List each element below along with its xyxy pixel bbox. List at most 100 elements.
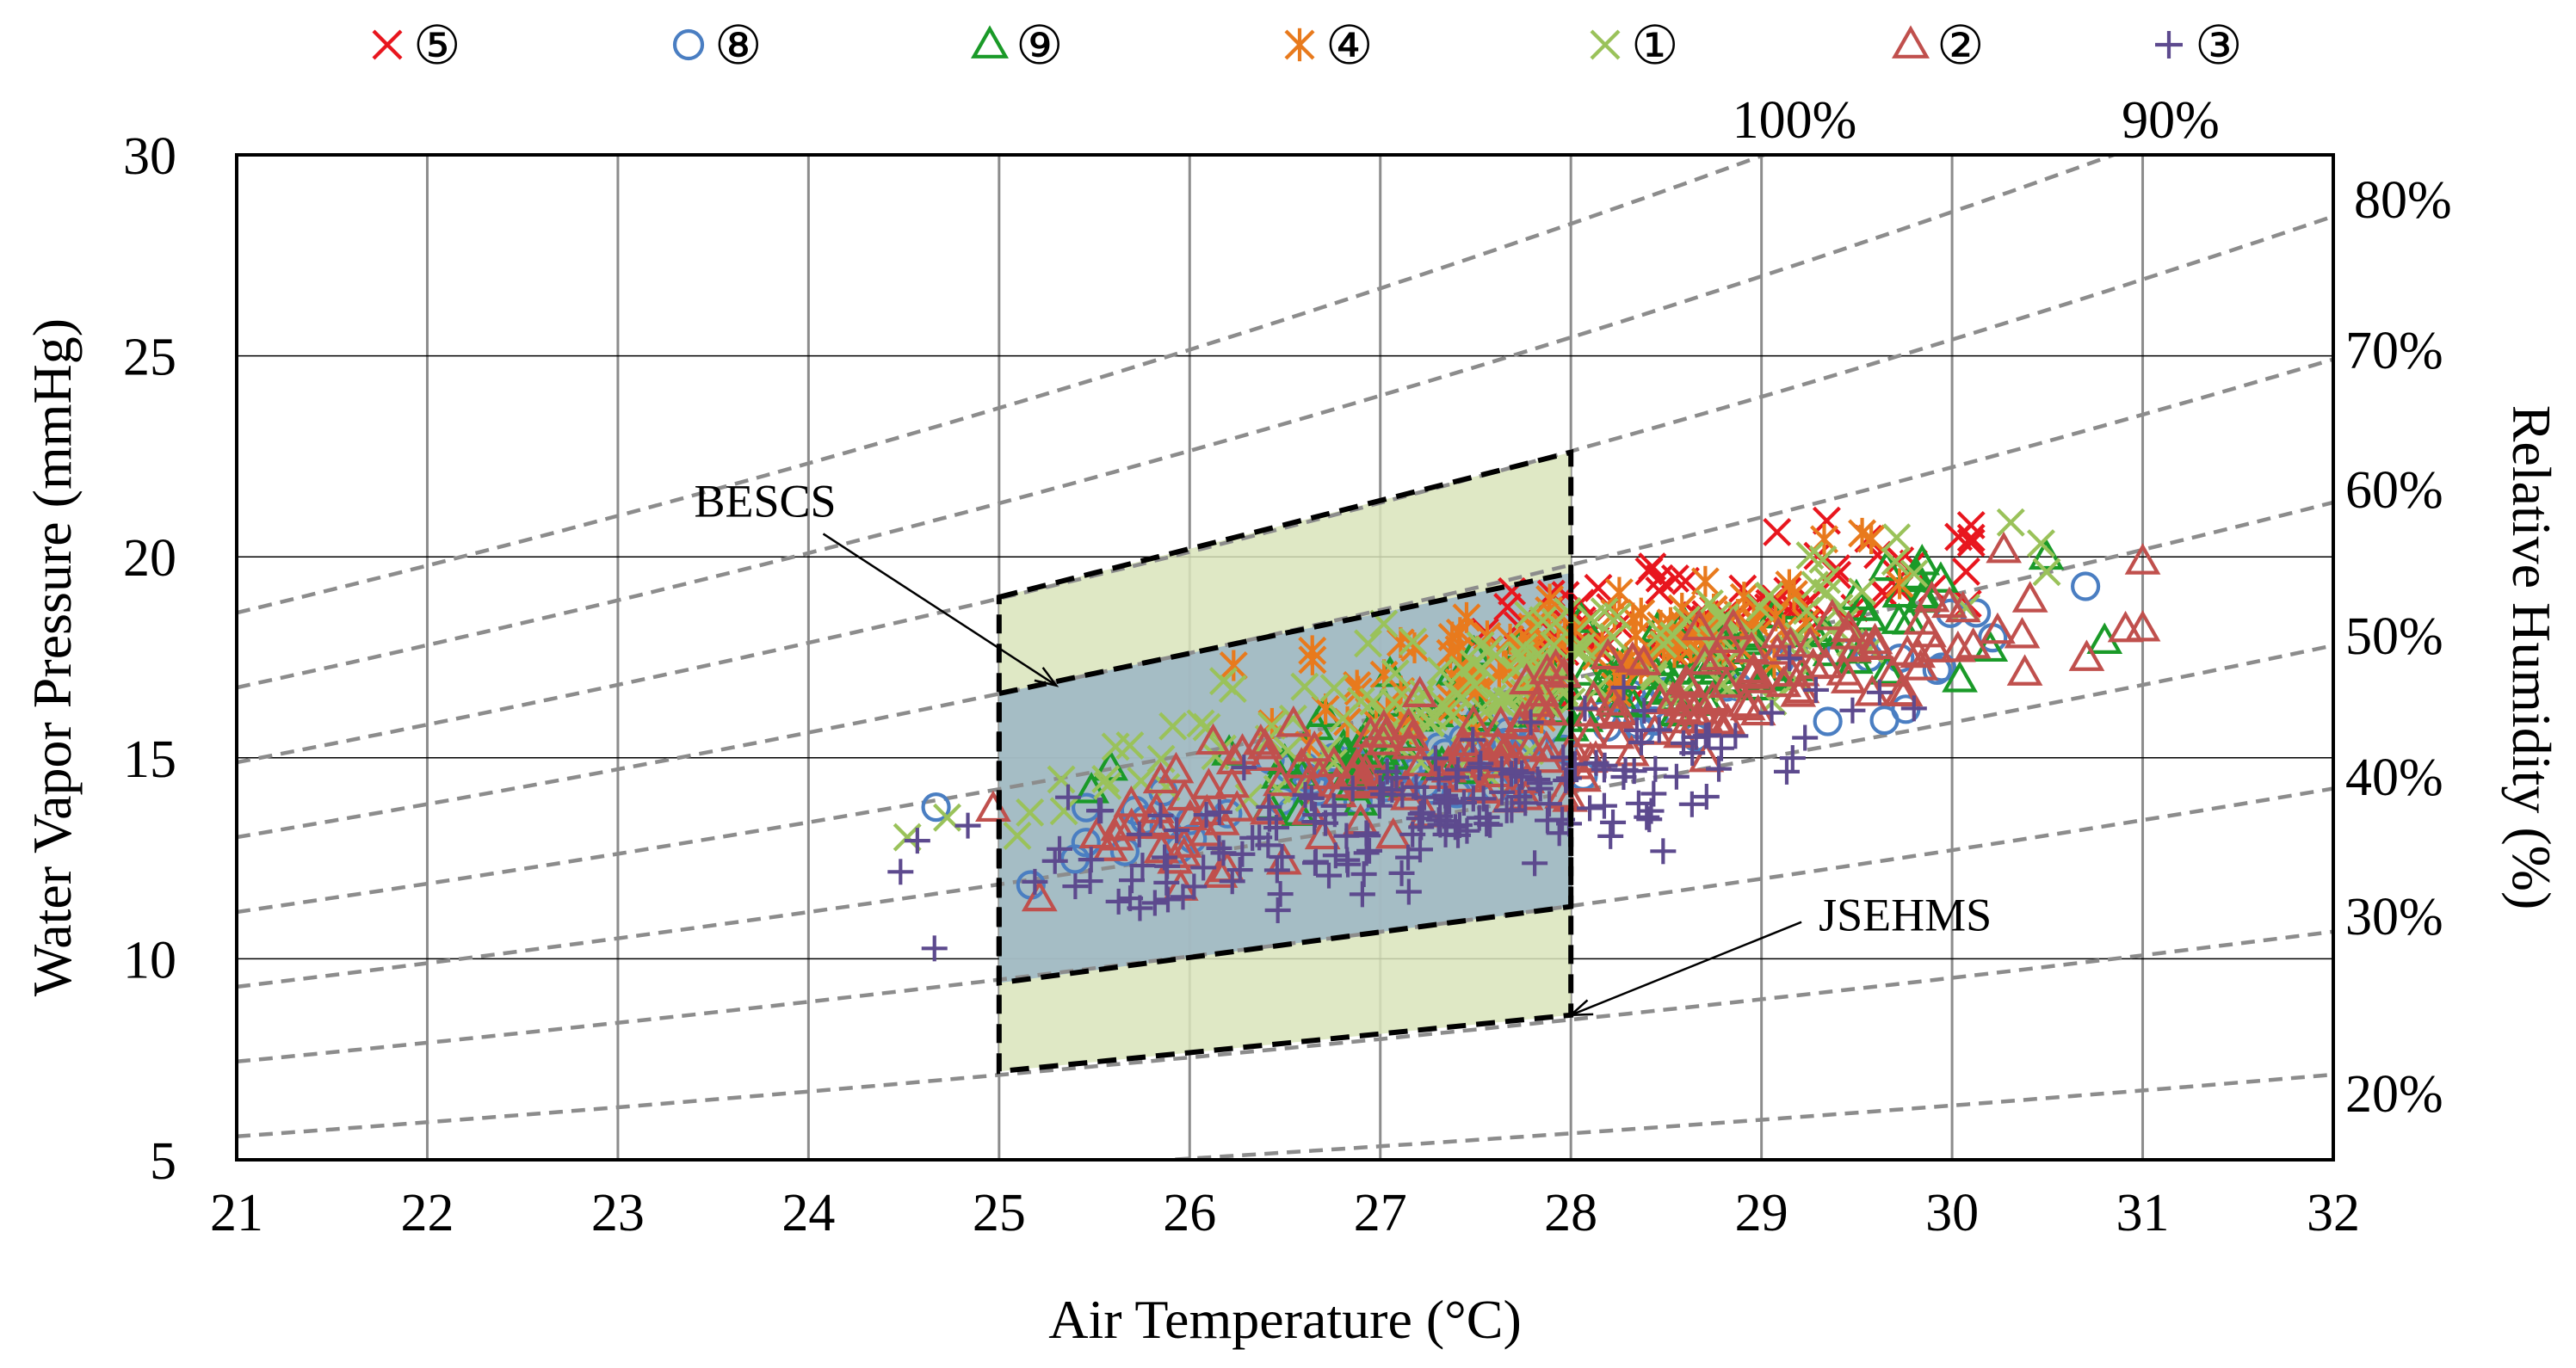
data-point bbox=[1411, 784, 1437, 810]
data-point bbox=[1625, 644, 1662, 675]
data-point bbox=[1866, 679, 1893, 706]
data-point bbox=[1917, 631, 1954, 662]
data-point bbox=[1646, 717, 1672, 743]
data-point bbox=[1195, 723, 1232, 755]
data-point bbox=[1779, 745, 1806, 772]
data-point bbox=[1055, 784, 1082, 810]
data-point bbox=[1885, 568, 1914, 600]
data-point bbox=[1391, 727, 1428, 760]
data-point bbox=[2026, 529, 2055, 558]
data-point bbox=[1365, 724, 1402, 755]
data-point bbox=[1231, 755, 1257, 781]
data-point bbox=[1776, 645, 1803, 672]
legend-label: ① bbox=[1631, 17, 1679, 76]
rh-label-30: 30% bbox=[2345, 888, 2443, 946]
data-point bbox=[1316, 862, 1343, 889]
data-point bbox=[1529, 652, 1566, 685]
data-point bbox=[1913, 580, 1950, 613]
data-point bbox=[1129, 853, 1156, 879]
data-point bbox=[1869, 706, 1900, 736]
data-point bbox=[1900, 559, 1929, 588]
data-point bbox=[1638, 798, 1665, 824]
data-point bbox=[1264, 897, 1291, 923]
data-point bbox=[1190, 854, 1217, 881]
data-point bbox=[1142, 761, 1179, 794]
data-point bbox=[1792, 724, 1819, 751]
data-point bbox=[1779, 578, 1808, 610]
data-point bbox=[1193, 802, 1220, 829]
data-point bbox=[1802, 676, 1829, 703]
data-point bbox=[1049, 797, 1078, 826]
annotation-arrow bbox=[1570, 921, 1802, 1016]
annotation-arrow bbox=[822, 533, 1057, 687]
data-point bbox=[1296, 730, 1333, 762]
legend-label: ⑧ bbox=[714, 17, 763, 76]
data-point bbox=[1047, 835, 1073, 862]
data-point bbox=[1856, 523, 1886, 555]
data-point bbox=[1100, 809, 1137, 841]
data-point bbox=[1634, 804, 1660, 830]
data-point bbox=[1315, 745, 1352, 778]
legend-marker bbox=[1590, 29, 1621, 60]
data-point bbox=[1541, 607, 1570, 637]
data-point bbox=[1523, 640, 1552, 669]
legend-marker bbox=[1284, 28, 1315, 62]
data-point bbox=[1409, 799, 1436, 826]
data-point bbox=[1401, 675, 1438, 707]
data-point bbox=[1693, 783, 1720, 810]
data-point bbox=[1882, 523, 1912, 552]
data-point bbox=[1395, 844, 1422, 871]
data-point bbox=[1202, 856, 1239, 888]
data-point bbox=[1062, 873, 1089, 900]
data-point bbox=[1678, 791, 1705, 817]
data-point bbox=[1203, 804, 1240, 835]
y2-axis-title: Relative Humidity (%) bbox=[2501, 405, 2562, 910]
data-point bbox=[1319, 674, 1349, 703]
data-point bbox=[1506, 784, 1533, 810]
data-point bbox=[1320, 792, 1347, 819]
data-point bbox=[1239, 824, 1266, 851]
data-point bbox=[1426, 656, 1455, 686]
data-point bbox=[1206, 798, 1232, 825]
data-point bbox=[1428, 689, 1457, 718]
data-point bbox=[1672, 605, 1702, 634]
y-axis-title: Water Vapor Pressure (mmHg) bbox=[22, 318, 83, 996]
data-point bbox=[1283, 747, 1320, 779]
data-point bbox=[1623, 717, 1650, 743]
data-point bbox=[1226, 857, 1253, 884]
data-point bbox=[1127, 895, 1153, 921]
x-tick-label: 29 bbox=[1735, 1184, 1788, 1242]
data-point bbox=[1454, 817, 1480, 844]
data-point bbox=[1706, 755, 1733, 782]
legend-label: ② bbox=[1937, 17, 1985, 76]
data-point bbox=[1158, 751, 1195, 784]
data-point bbox=[1041, 847, 1068, 874]
data-point bbox=[1437, 621, 1467, 653]
data-point bbox=[1535, 807, 1561, 834]
data-point bbox=[1164, 817, 1190, 844]
data-point bbox=[1442, 814, 1468, 841]
data-point bbox=[1192, 712, 1221, 742]
legend-marker bbox=[672, 28, 705, 61]
data-point bbox=[1366, 792, 1393, 819]
data-point bbox=[1681, 608, 1718, 641]
data-point bbox=[921, 792, 951, 823]
rh-label-50: 50% bbox=[2345, 607, 2443, 666]
data-point bbox=[1170, 884, 1196, 910]
data-point bbox=[1881, 547, 1910, 576]
rh-label-40: 40% bbox=[2345, 749, 2443, 807]
data-point bbox=[1489, 779, 1516, 805]
x-tick-label: 26 bbox=[1163, 1184, 1216, 1242]
data-point bbox=[1603, 601, 1632, 631]
data-point bbox=[1654, 681, 1691, 712]
annotation-bescs: BESCS bbox=[694, 475, 836, 527]
data-point bbox=[1349, 881, 1375, 908]
x-tick-label: 32 bbox=[2307, 1184, 2360, 1242]
data-point bbox=[1088, 798, 1115, 824]
annotation-jsehms: JSEHMS bbox=[1819, 890, 1992, 941]
data-point bbox=[1614, 641, 1651, 673]
data-point bbox=[1126, 821, 1152, 847]
data-point bbox=[1690, 565, 1720, 597]
x-tick-label: 21 bbox=[210, 1184, 263, 1242]
data-point bbox=[1591, 792, 1617, 819]
